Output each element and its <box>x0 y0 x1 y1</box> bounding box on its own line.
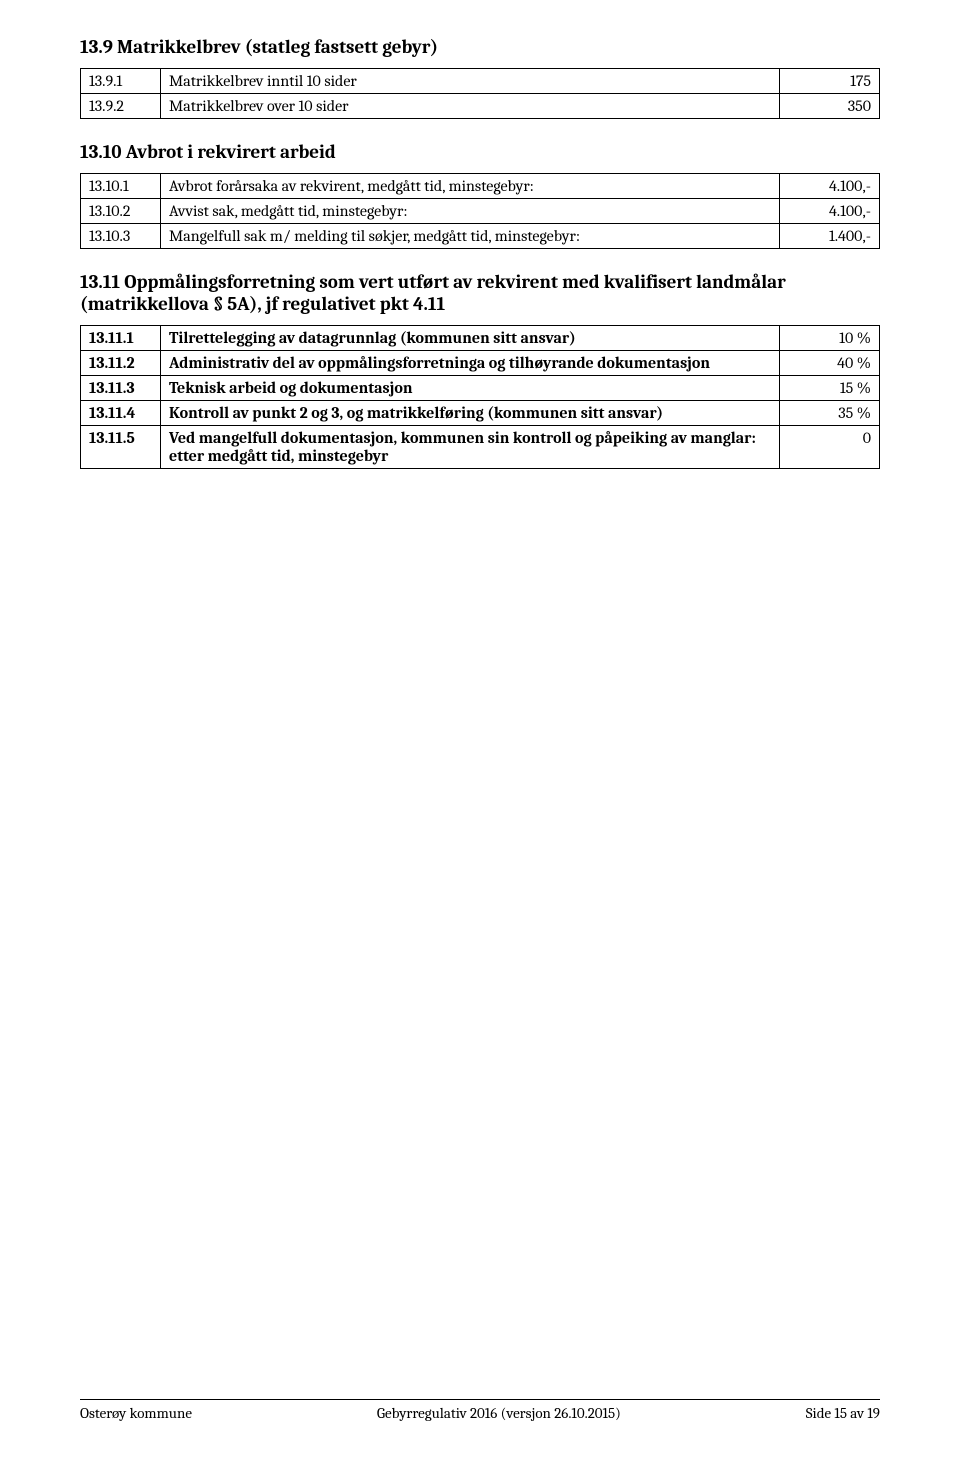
table-row: 13.10.3 Mangelfull sak m/ melding til sø… <box>81 224 880 249</box>
footer-left: Osterøy kommune <box>80 1404 192 1422</box>
table-row: 13.10.1 Avbrot forårsaka av rekvirent, m… <box>81 174 880 199</box>
table-row: 13.10.2 Avvist sak, medgått tid, minsteg… <box>81 199 880 224</box>
row-value: 175 <box>780 69 880 94</box>
row-number: 13.11.4 <box>81 401 161 426</box>
row-number: 13.10.2 <box>81 199 161 224</box>
row-number: 13.11.2 <box>81 351 161 376</box>
row-number: 13.11.3 <box>81 376 161 401</box>
row-value: 10 % <box>780 326 880 351</box>
table-row: 13.11.2 Administrativ del av oppmålingsf… <box>81 351 880 376</box>
row-number: 13.10.3 <box>81 224 161 249</box>
section-13-11-title: 13.11 Oppmålingsforretning som vert utfø… <box>80 271 880 315</box>
table-row: 13.11.3 Teknisk arbeid og dokumentasjon … <box>81 376 880 401</box>
table-13-9: 13.9.1 Matrikkelbrev inntil 10 sider 175… <box>80 68 880 119</box>
row-label: Matrikkelbrev inntil 10 sider <box>161 69 780 94</box>
row-label: Administrativ del av oppmålingsforretnin… <box>161 351 780 376</box>
row-value: 35 % <box>780 401 880 426</box>
footer-center: Gebyrregulativ 2016 (versjon 26.10.2015) <box>377 1404 621 1422</box>
row-number: 13.10.1 <box>81 174 161 199</box>
table-row: 13.11.1 Tilrettelegging av datagrunnlag … <box>81 326 880 351</box>
row-label: Ved mangelfull dokumentasjon, kommunen s… <box>161 426 780 469</box>
row-label: Matrikkelbrev over 10 sider <box>161 94 780 119</box>
table-row: 13.9.1 Matrikkelbrev inntil 10 sider 175 <box>81 69 880 94</box>
row-label: Kontroll av punkt 2 og 3, og matrikkelfø… <box>161 401 780 426</box>
table-13-10: 13.10.1 Avbrot forårsaka av rekvirent, m… <box>80 173 880 249</box>
table-row: 13.11.5 Ved mangelfull dokumentasjon, ko… <box>81 426 880 469</box>
row-value: 4.100,- <box>780 199 880 224</box>
row-label: Tilrettelegging av datagrunnlag (kommune… <box>161 326 780 351</box>
row-label: Mangelfull sak m/ melding til søkjer, me… <box>161 224 780 249</box>
row-number: 13.9.1 <box>81 69 161 94</box>
section-13-9-title: 13.9 Matrikkelbrev (statleg fastsett geb… <box>80 36 880 58</box>
row-value: 0 <box>780 426 880 469</box>
page-footer: Osterøy kommune Gebyrregulativ 2016 (ver… <box>80 1399 880 1422</box>
row-value: 1.400,- <box>780 224 880 249</box>
row-value: 4.100,- <box>780 174 880 199</box>
row-number: 13.11.1 <box>81 326 161 351</box>
row-number: 13.11.5 <box>81 426 161 469</box>
row-number: 13.9.2 <box>81 94 161 119</box>
footer-right: Side 15 av 19 <box>806 1404 880 1422</box>
table-13-11: 13.11.1 Tilrettelegging av datagrunnlag … <box>80 325 880 469</box>
row-label: Teknisk arbeid og dokumentasjon <box>161 376 780 401</box>
row-label: Avvist sak, medgått tid, minstegebyr: <box>161 199 780 224</box>
table-row: 13.9.2 Matrikkelbrev over 10 sider 350 <box>81 94 880 119</box>
row-value: 15 % <box>780 376 880 401</box>
table-row: 13.11.4 Kontroll av punkt 2 og 3, og mat… <box>81 401 880 426</box>
section-13-10-title: 13.10 Avbrot i rekvirert arbeid <box>80 141 880 163</box>
row-label: Avbrot forårsaka av rekvirent, medgått t… <box>161 174 780 199</box>
row-value: 40 % <box>780 351 880 376</box>
row-value: 350 <box>780 94 880 119</box>
